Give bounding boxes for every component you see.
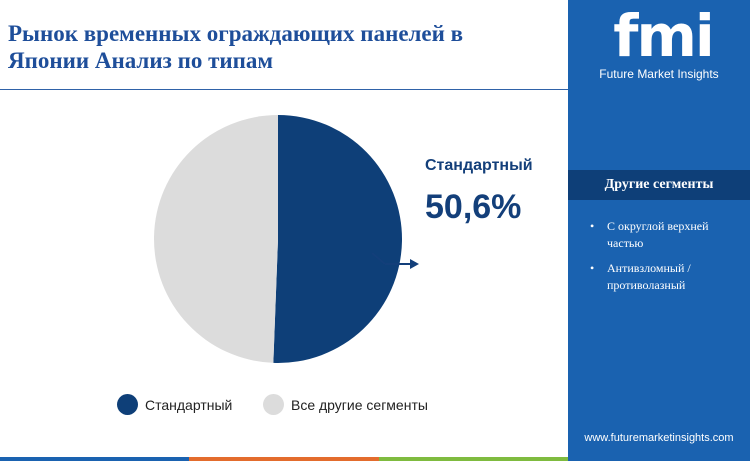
bullet-icon: • — [590, 219, 595, 233]
segment-label: Антивзломный / противолазный — [607, 261, 691, 292]
legend-item-standard: Стандартный — [117, 394, 232, 415]
legend-swatch — [263, 394, 284, 415]
logo-tagline: Future Market Insights — [599, 67, 719, 81]
list-item: • Антивзломный / противолазный — [590, 260, 740, 294]
pie-slice-standard — [273, 115, 403, 364]
website-link[interactable]: www.futuremarketinsights.com — [584, 432, 734, 444]
page-title: Рынок временных ограждающих панелей в Яп… — [8, 21, 464, 73]
strip-segment — [0, 457, 190, 461]
callout-arrow — [371, 252, 419, 269]
legend-label: Все другие сегменты — [291, 396, 428, 413]
bottom-color-strip — [0, 457, 568, 461]
callout-label: Стандартный — [425, 157, 533, 174]
pie-slice-others — [154, 115, 278, 363]
fmi-logo: fmi — [613, 2, 715, 70]
segment-label: С округлой верхней частью — [607, 219, 709, 250]
title-divider — [0, 89, 568, 90]
pie-chart — [154, 115, 419, 364]
strip-segment — [189, 457, 379, 461]
callout-value: 50,6% — [425, 188, 522, 226]
other-segments-header: Другие сегменты — [568, 170, 750, 200]
sidebar-panel — [568, 0, 750, 461]
legend-item-others: Все другие сегменты — [263, 394, 428, 415]
pie-slices — [154, 115, 403, 364]
bullet-icon: • — [590, 261, 595, 275]
legend-swatch — [117, 394, 138, 415]
strip-segment — [378, 457, 568, 461]
legend-label: Стандартный — [145, 396, 233, 413]
other-segments-list: • С округлой верхней частью • Антивзломный… — [590, 218, 740, 302]
list-item: • С округлой верхней частью — [590, 218, 740, 252]
